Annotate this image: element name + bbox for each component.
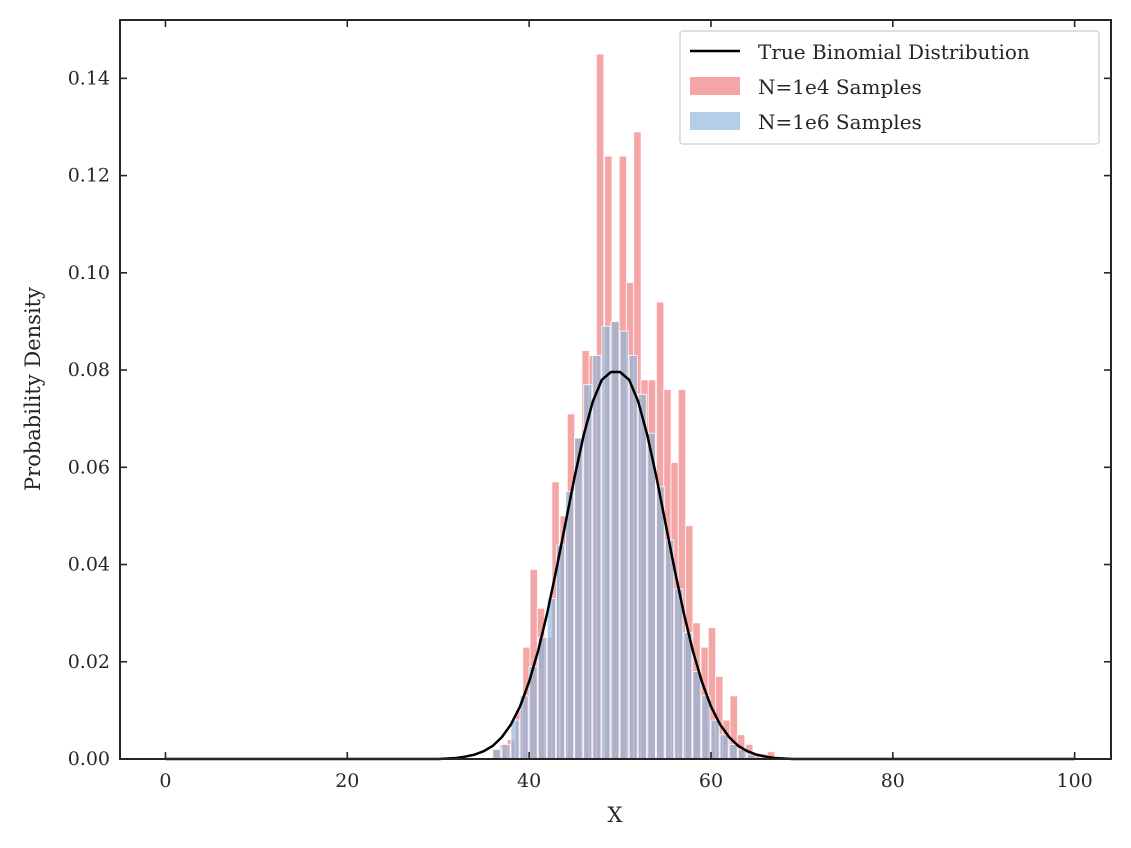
x-axis-label: X <box>608 803 623 827</box>
y-tick-label-4: 0.08 <box>68 359 110 381</box>
bar-1e6-25 <box>719 734 729 760</box>
true-binomial-line <box>438 370 802 761</box>
axis-ticks-group: 0 20 40 60 80 100 0.00 0.02 0.04 0.06 0.08 0.10 0.12… <box>68 20 1111 792</box>
y-tick-label-3: 0.06 <box>68 456 110 478</box>
legend-frame <box>679 30 1100 145</box>
x-tick-label-4: 80 <box>881 770 905 792</box>
bar-1e6-17 <box>646 432 657 760</box>
bar-1e6-18 <box>655 486 666 760</box>
legend-label-1e6: N=1e6 Samples <box>758 110 922 134</box>
bar-1e6-26 <box>728 743 738 760</box>
x-tick-label-1: 20 <box>335 770 359 792</box>
bar-1e6-21 <box>683 632 693 760</box>
bar-1e6-16 <box>637 393 647 760</box>
bar-1e6-1 <box>501 743 511 760</box>
bar-1e6-2 <box>510 719 520 760</box>
bar-1e6-23 <box>701 695 711 760</box>
legend-swatch-1e6 <box>690 112 740 130</box>
y-tick-label-2: 0.04 <box>68 554 110 576</box>
bar-1e6-24 <box>710 719 720 760</box>
plot-frame <box>119 19 1112 760</box>
bar-1e6-11 <box>592 354 602 760</box>
bar-1e6-0 <box>492 748 502 760</box>
bar-1e6-9 <box>574 437 584 760</box>
bar-1e6-19 <box>665 539 675 760</box>
legend: True Binomial Distribution N=1e4 Samples… <box>679 30 1100 145</box>
bar-1e6-8 <box>565 491 575 760</box>
bar-1e6-7 <box>555 544 566 760</box>
legend-label-true-binomial: True Binomial Distribution <box>758 40 1030 64</box>
x-tick-label-5: 100 <box>1056 770 1092 792</box>
bars-1e6-group <box>492 320 757 760</box>
y-tick-label-5: 0.10 <box>68 262 110 284</box>
bar-1e6-15 <box>628 354 638 760</box>
bar-1e6-20 <box>674 588 684 760</box>
x-tick-label-0: 0 <box>159 770 171 792</box>
y-axis-label: Probability Density <box>21 287 45 491</box>
y-tick-label-0: 0.00 <box>68 748 110 770</box>
x-tick-label-3: 60 <box>699 770 723 792</box>
bar-1e6-13 <box>610 320 620 760</box>
bar-1e6-10 <box>583 384 593 760</box>
y-tick-label-6: 0.12 <box>68 165 110 187</box>
y-tick-label-1: 0.02 <box>68 651 110 673</box>
bar-1e6-22 <box>692 670 702 760</box>
legend-swatch-1e4 <box>690 77 740 95</box>
bar-1e6-12 <box>601 325 611 760</box>
bar-1e6-5 <box>537 636 547 760</box>
bar-1e6-6 <box>546 598 556 760</box>
legend-label-1e4: N=1e4 Samples <box>758 75 922 99</box>
x-tick-label-2: 40 <box>517 770 541 792</box>
y-tick-label-7: 0.14 <box>68 67 110 89</box>
bar-1e6-14 <box>619 330 629 760</box>
